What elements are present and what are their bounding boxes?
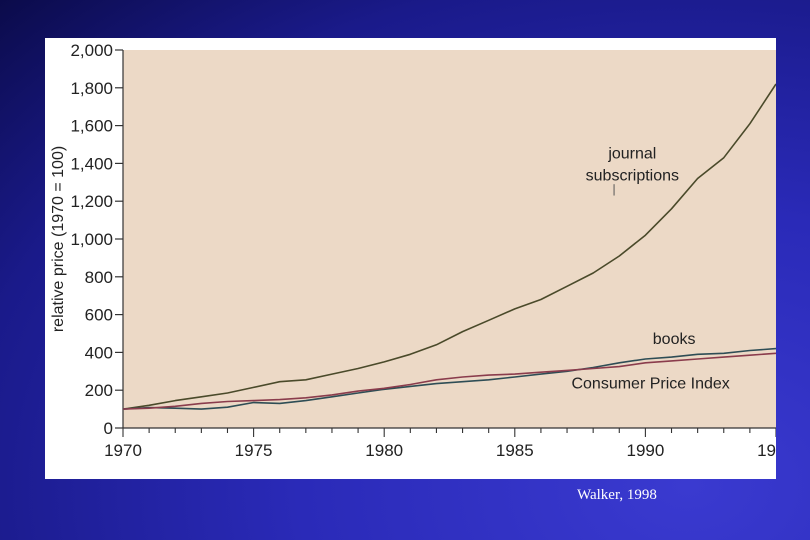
series-line-0 [122, 83, 776, 410]
y-tick-label: 800 [85, 268, 113, 287]
y-tick-label: 1,600 [70, 117, 113, 136]
x-tick-label: 1970 [104, 441, 142, 460]
y-axis: 0 200 400 600 800 1,000 1,200 1,400 1,600 1,800 2,… [70, 41, 124, 438]
label-layer: journal subscriptions books Consumer Price … [571, 146, 729, 393]
plot-area [123, 50, 776, 428]
y-tick-label: 600 [85, 306, 113, 325]
x-tick-label: 1985 [496, 441, 534, 460]
y-tick-label: 0 [104, 419, 113, 438]
series-annotation: journal [607, 146, 656, 163]
y-tick-label: 2,000 [70, 41, 113, 60]
y-tick-label: 200 [85, 381, 113, 400]
series-line-2 [122, 352, 776, 410]
x-axis: 1970 1975 1980 1985 1990 1995 [104, 427, 776, 460]
y-tick-label: 400 [85, 343, 113, 362]
x-tick-label: 1990 [626, 441, 664, 460]
line-chart: 0 200 400 600 800 1,000 1,200 1,400 1,600 1,800 2,… [50, 41, 776, 460]
citation-text: Walker, 1998 [577, 487, 657, 503]
series-layer [122, 83, 776, 410]
y-axis-title: relative price (1970 = 100) [50, 146, 67, 332]
x-tick-label: 1980 [365, 441, 403, 460]
series-annotation: Consumer Price Index [571, 375, 729, 392]
x-tick-label: 1975 [235, 441, 273, 460]
series-annotation: subscriptions [586, 167, 679, 184]
y-tick-label: 1,200 [70, 192, 113, 211]
chart-figure: 0 200 400 600 800 1,000 1,200 1,400 1,600 1,800 2,… [45, 38, 776, 479]
y-tick-label: 1,000 [70, 230, 113, 249]
series-annotation: books [653, 331, 696, 348]
x-tick-label: 1995 [757, 441, 776, 460]
series-line-1 [122, 347, 776, 410]
y-tick-label: 1,800 [70, 79, 113, 98]
y-tick-label: 1,400 [70, 154, 113, 173]
